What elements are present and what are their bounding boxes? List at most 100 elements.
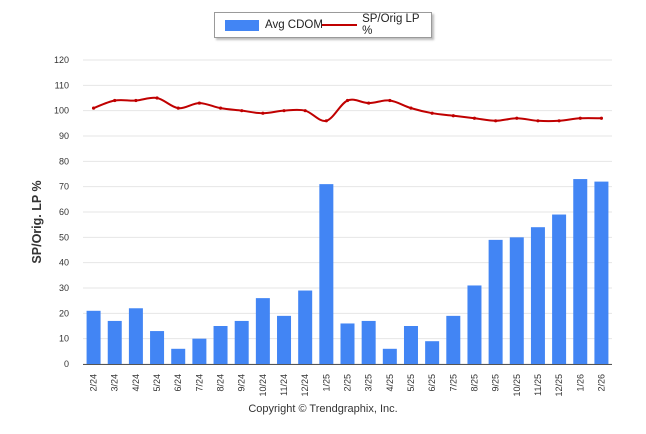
y-tick-label: 90 (59, 131, 69, 141)
x-tick-label: 7/25 (448, 374, 458, 392)
bar-10/25[interactable] (509, 237, 524, 364)
y-tick-label: 50 (59, 232, 69, 242)
bar-11/24[interactable] (277, 315, 292, 364)
bar-3/25[interactable] (361, 320, 376, 364)
legend-item-avg-cdom[interactable]: Avg CDOM (225, 17, 323, 33)
line-point-5/25[interactable] (409, 106, 413, 110)
x-tick-label: 8/25 (469, 374, 479, 392)
y-tick-label: 80 (59, 156, 69, 166)
bar-6/24[interactable] (171, 348, 186, 364)
grid-lines (83, 59, 612, 365)
y-tick-label: 40 (59, 258, 69, 268)
x-tick-label: 6/24 (173, 374, 183, 392)
y-tick-label: 70 (59, 182, 69, 192)
bar-12/24[interactable] (298, 290, 313, 364)
legend: Avg CDOM SP/Orig LP % (214, 12, 432, 38)
line-point-3/25[interactable] (367, 101, 371, 105)
line-point-11/24[interactable] (282, 109, 286, 113)
x-tick-label: 3/24 (110, 374, 120, 392)
x-tick-label: 2/26 (596, 374, 606, 392)
x-tick-label: 10/24 (258, 374, 268, 397)
y-tick-label: 20 (59, 308, 69, 318)
bar-7/24[interactable] (192, 338, 207, 364)
bar-6/25[interactable] (425, 341, 440, 364)
y-axis-ticks: 0 10 20 30 40 50 60 70 80 90 100 110 120 (54, 55, 69, 369)
x-tick-label: 7/24 (194, 374, 204, 392)
y-tick-label: 30 (59, 283, 69, 293)
line-point-11/25[interactable] (536, 119, 540, 123)
y-tick-label: 60 (59, 207, 69, 217)
bar-series-avg-cdom (86, 179, 609, 364)
x-tick-label: 9/24 (237, 374, 247, 392)
bar-9/25[interactable] (488, 239, 503, 364)
legend-bar-label: Avg CDOM (265, 19, 323, 31)
bar-10/24[interactable] (255, 298, 270, 364)
y-tick-label: 120 (54, 55, 69, 65)
bar-8/25[interactable] (467, 285, 482, 364)
y-tick-label: 110 (55, 80, 69, 90)
bar-9/24[interactable] (234, 320, 249, 364)
legend-line-label: SP/Orig LP % (362, 13, 420, 37)
bar-4/25[interactable] (382, 348, 397, 364)
bar-8/24[interactable] (213, 326, 228, 364)
line-point-12/24[interactable] (303, 109, 307, 113)
x-tick-label: 6/25 (427, 374, 437, 392)
bar-2/24[interactable] (86, 310, 101, 364)
line-point-8/25[interactable] (472, 116, 477, 120)
x-tick-label: 1/26 (575, 374, 585, 392)
bar-11/25[interactable] (530, 227, 545, 364)
bar-5/25[interactable] (403, 326, 418, 364)
bar-3/24[interactable] (107, 320, 122, 364)
y-axis-label: SP/Orig. LP % (30, 180, 44, 263)
x-axis-ticks: 2/24 3/24 4/24 5/24 6/24 7/24 8/24 9/24 10/24 11/… (89, 374, 607, 397)
line-point-6/24[interactable] (176, 106, 180, 110)
x-tick-label: 10/25 (512, 374, 522, 397)
bar-5/24[interactable] (150, 331, 165, 364)
line-point-1/25[interactable] (324, 119, 328, 123)
line-point-5/24[interactable] (155, 96, 159, 100)
x-tick-label: 2/24 (89, 374, 99, 392)
bar-1/25[interactable] (319, 184, 334, 364)
line-series-sp-orig-lp (91, 96, 604, 123)
x-tick-label: 11/25 (533, 374, 543, 396)
line-point-4/25[interactable] (388, 98, 392, 103)
line-point-10/24[interactable] (261, 111, 265, 115)
x-tick-label: 8/24 (216, 374, 226, 392)
line-point-2/26[interactable] (599, 116, 604, 120)
line-point-6/25[interactable] (430, 111, 434, 115)
x-tick-label: 4/24 (131, 374, 141, 392)
x-tick-label: 2/25 (343, 374, 353, 392)
legend-item-sp-orig-lp[interactable]: SP/Orig LP % (322, 13, 431, 37)
x-tick-label: 1/25 (321, 374, 331, 392)
y-tick-label: 100 (54, 106, 69, 116)
bar-2/26[interactable] (594, 181, 609, 364)
legend-line-swatch (322, 24, 358, 26)
line-point-1/26[interactable] (578, 116, 582, 120)
x-tick-label: 3/25 (364, 374, 374, 392)
line-point-3/24[interactable] (113, 98, 117, 103)
line-point-7/24[interactable] (197, 101, 201, 105)
x-tick-label: 9/25 (491, 374, 501, 392)
bar-1/26[interactable] (573, 179, 588, 364)
bar-7/25[interactable] (446, 315, 461, 364)
line-point-9/24[interactable] (240, 109, 244, 113)
line-point-7/25[interactable] (451, 114, 455, 118)
line-point-2/24[interactable] (91, 106, 96, 110)
line-point-4/24[interactable] (134, 98, 138, 103)
bar-12/25[interactable] (552, 214, 567, 364)
bar-4/24[interactable] (128, 308, 143, 364)
line-point-12/25[interactable] (557, 119, 561, 123)
line-point-9/25[interactable] (494, 119, 498, 123)
bar-2/25[interactable] (340, 323, 355, 364)
x-tick-label: 5/24 (152, 374, 162, 392)
line-point-2/25[interactable] (345, 98, 350, 103)
y-tick-label: 0 (64, 359, 69, 369)
x-tick-label: 11/24 (279, 374, 289, 396)
line-point-8/24[interactable] (218, 106, 223, 110)
x-tick-label: 5/25 (406, 374, 416, 392)
x-tick-label: 12/25 (554, 374, 564, 397)
line-point-10/25[interactable] (515, 116, 519, 120)
copyright-text: Copyright © Trendgraphix, Inc. (248, 403, 398, 415)
legend-bar-swatch (225, 19, 259, 31)
